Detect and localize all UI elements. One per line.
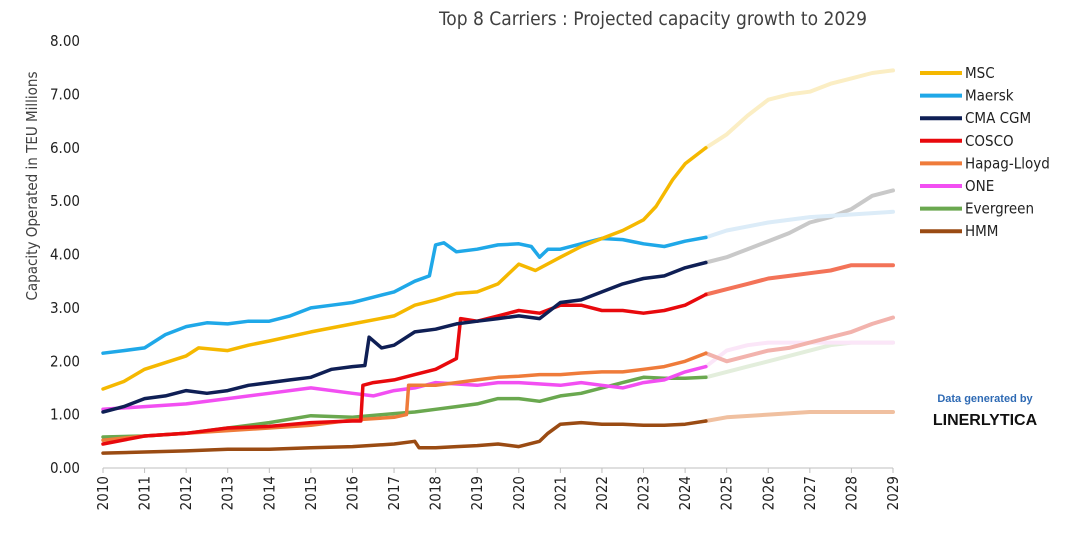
x-tick-label: 2022 bbox=[593, 476, 611, 510]
series-line-cma-cgm-projected bbox=[703, 188, 895, 265]
y-tick-label: 6.00 bbox=[50, 139, 80, 157]
x-tick-label: 2028 bbox=[842, 476, 860, 510]
x-tick-label: 2015 bbox=[302, 476, 320, 510]
x-tick-label: 2029 bbox=[884, 476, 902, 510]
x-tick-label: 2027 bbox=[801, 476, 819, 510]
series-line-one-projected bbox=[703, 340, 895, 369]
x-tick-label: 2016 bbox=[343, 476, 361, 510]
legend-label: MSC bbox=[965, 64, 995, 82]
x-tick-label: 2011 bbox=[136, 476, 154, 510]
legend-label: ONE bbox=[965, 177, 994, 195]
series-line-msc bbox=[101, 146, 708, 391]
x-tick-label: 2021 bbox=[551, 476, 569, 510]
series-line-cosco-projected bbox=[703, 263, 895, 297]
legend-label: Evergreen bbox=[965, 200, 1034, 218]
x-tick-label: 2017 bbox=[385, 476, 403, 510]
x-tick-label: 2023 bbox=[635, 476, 653, 510]
y-tick-label: 5.00 bbox=[50, 192, 80, 210]
x-tick-label: 2010 bbox=[94, 476, 112, 510]
y-tick-label: 7.00 bbox=[50, 85, 80, 103]
legend-label: COSCO bbox=[965, 132, 1014, 150]
legend-label: Maersk bbox=[965, 87, 1014, 105]
x-tick-label: 2019 bbox=[468, 476, 486, 510]
x-tick-label: 2012 bbox=[177, 476, 195, 510]
legend-item-msc: MSC bbox=[920, 64, 995, 82]
x-tick-label: 2014 bbox=[260, 476, 278, 510]
x-tick-label: 2025 bbox=[718, 476, 736, 510]
series-line-hmm bbox=[101, 419, 708, 455]
credit-line-1: Data generated by bbox=[937, 393, 1033, 405]
legend-label: CMA CGM bbox=[965, 109, 1031, 127]
y-tick-label: 4.00 bbox=[50, 246, 80, 264]
series-line-evergreen bbox=[101, 375, 708, 439]
credit-line-2: LINERLYTICA bbox=[933, 412, 1038, 429]
y-axis-label: Capacity Operated in TEU Millions bbox=[23, 71, 41, 300]
series-line-hapag-lloyd-projected bbox=[703, 315, 895, 364]
legend: MSC Maersk CMA CGM COSCO Hapag-Lloyd ONE Everg… bbox=[920, 64, 1050, 240]
legend-label: HMM bbox=[965, 222, 998, 240]
series-line-hapag-lloyd bbox=[101, 351, 708, 442]
x-tick-label: 2013 bbox=[219, 476, 237, 510]
series-line-maersk-projected bbox=[703, 209, 895, 240]
legend-item-cosco: COSCO bbox=[920, 132, 1014, 150]
y-tick-label: 2.00 bbox=[50, 352, 80, 370]
x-tick-label: 2018 bbox=[427, 476, 445, 510]
legend-item-one: ONE bbox=[920, 177, 994, 195]
legend-item-maersk: Maersk bbox=[920, 87, 1014, 105]
series-line-hmm-projected bbox=[703, 410, 895, 423]
legend-item-hmm: HMM bbox=[920, 222, 998, 240]
y-tick-label: 1.00 bbox=[50, 406, 80, 424]
x-tick-label: 2026 bbox=[759, 476, 777, 510]
series-line-maersk bbox=[101, 235, 708, 355]
legend-item-evergreen: Evergreen bbox=[920, 200, 1034, 218]
axes: 0.00 1.00 2.00 3.00 4.00 5.00 6.00 7.00 8.00 2010… bbox=[50, 32, 902, 510]
y-tick-label: 0.00 bbox=[50, 459, 80, 477]
legend-item-cma-cgm: CMA CGM bbox=[920, 109, 1031, 127]
series-line-cma-cgm bbox=[101, 260, 708, 414]
legend-label: Hapag-Lloyd bbox=[965, 154, 1050, 172]
x-tick-label: 2024 bbox=[676, 476, 694, 510]
x-tick-label: 2020 bbox=[510, 476, 528, 510]
series-line-cosco bbox=[101, 292, 708, 446]
chart-title: Top 8 Carriers : Projected capacity grow… bbox=[438, 8, 867, 30]
y-tick-label: 8.00 bbox=[50, 32, 80, 50]
y-tick-label: 3.00 bbox=[50, 299, 80, 317]
legend-item-hapag-lloyd: Hapag-Lloyd bbox=[920, 154, 1050, 172]
series-line-msc-projected bbox=[703, 68, 895, 150]
series-lines bbox=[101, 68, 895, 455]
